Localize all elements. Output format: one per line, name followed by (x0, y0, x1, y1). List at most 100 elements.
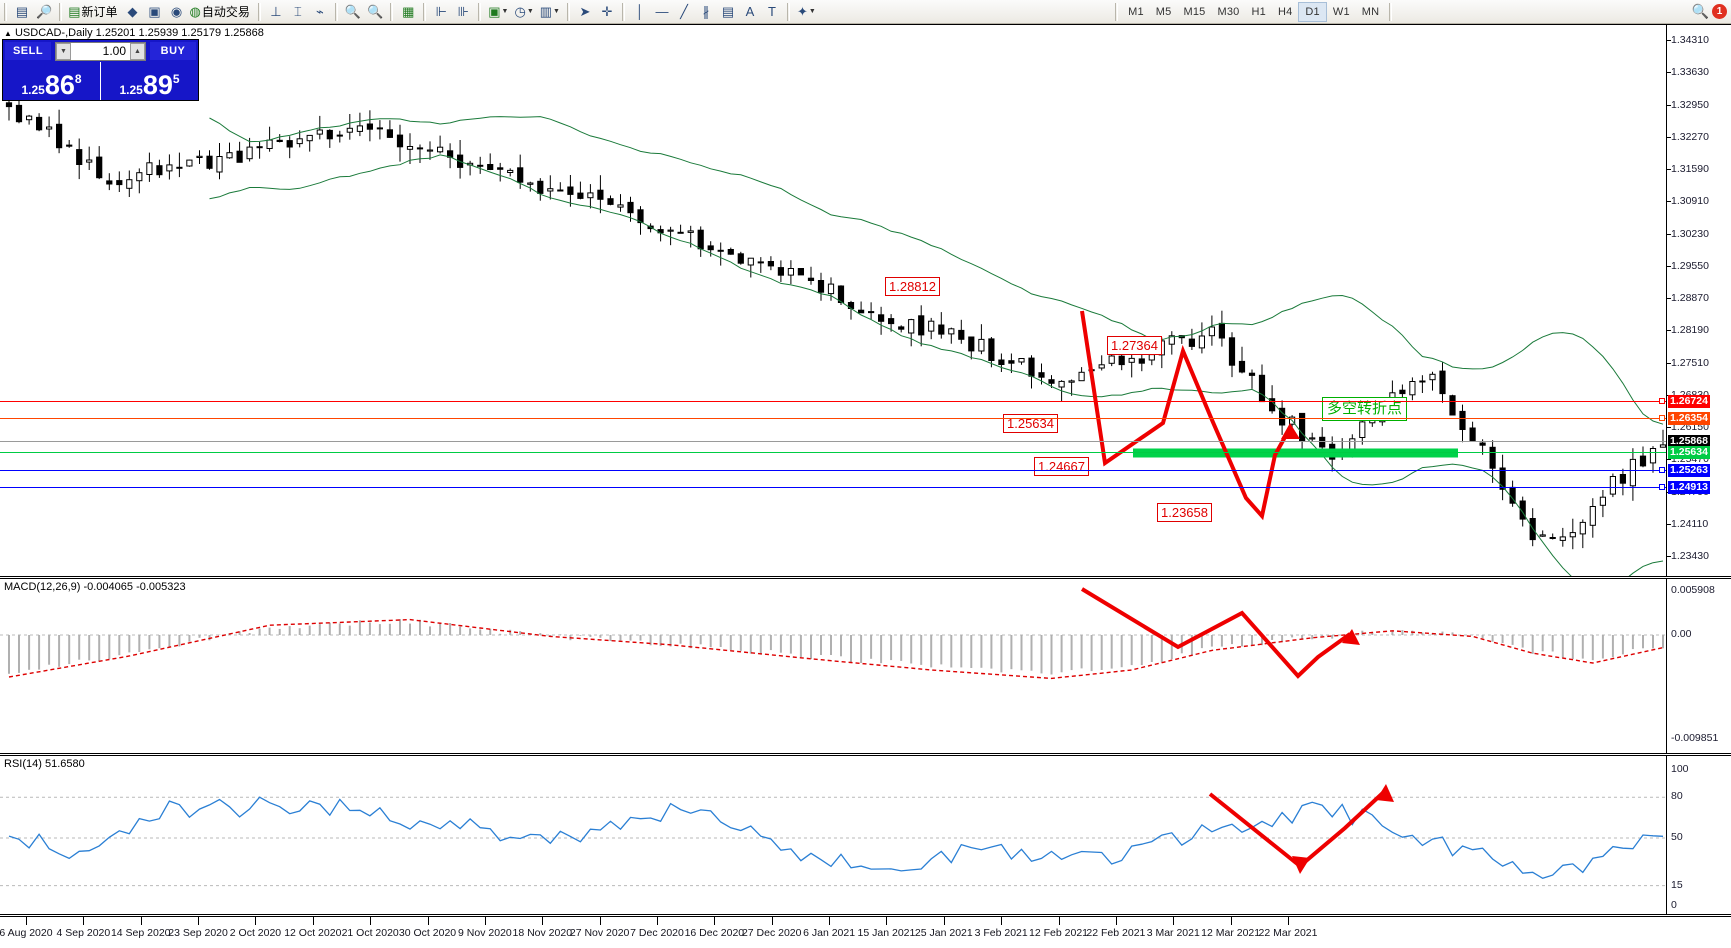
chart-shift-icon[interactable]: ⊪ (453, 2, 473, 22)
trendline-icon[interactable]: ╱ (674, 2, 694, 22)
toolbar-separator (621, 2, 625, 21)
shapes-icon[interactable]: ✦ ▼ (795, 2, 818, 22)
candlestick-icon-glyph: ⌶ (293, 3, 302, 19)
toolbar-separator (390, 2, 394, 21)
price-label-resistance-line[interactable]: 1.26724 (1668, 394, 1710, 408)
tick-dash (1667, 136, 1671, 138)
scroll-end-icon[interactable]: ⊩ (431, 2, 451, 22)
signals-icon[interactable]: ◉ (167, 2, 187, 22)
level-line-resistance-line[interactable] (0, 400, 1666, 402)
level-line-support-line[interactable] (0, 452, 1666, 454)
data-window-icon[interactable]: 🔎 (34, 2, 54, 22)
timeframe-d1[interactable]: D1 (1298, 1, 1327, 22)
chevron-down-icon[interactable]: ▼ (501, 8, 509, 15)
chart-tile-icon[interactable]: ▦ (398, 2, 418, 22)
macd-pane[interactable]: MACD(12,26,9) -0.004065 -0.005323 0.0059… (0, 579, 1731, 756)
text-icon[interactable]: A (740, 2, 760, 22)
text-label-icon[interactable]: T (762, 2, 782, 22)
price-tick: 1.30230 (1667, 228, 1709, 240)
horizontal-line-icon[interactable]: — (652, 2, 672, 22)
level-handle[interactable] (1659, 467, 1665, 474)
buy-quote[interactable]: 1.25 89 5 (100, 62, 198, 100)
sell-button[interactable]: SELL (5, 42, 51, 60)
time-label: 2 Oct 2020 (229, 927, 282, 939)
template-icon[interactable]: ▥ ▼ (538, 2, 562, 22)
price-scale[interactable]: 1.34310 1.33630 1.32950 1.32270 1.31590 1.309… (1666, 25, 1731, 579)
time-label: 3 Mar 2021 (1146, 927, 1200, 939)
price-tick: 1.30910 (1667, 195, 1709, 207)
level-handle[interactable] (1659, 397, 1665, 404)
vertical-line-icon[interactable]: │ (630, 2, 650, 22)
market-watch-icon[interactable]: ▣ (145, 2, 165, 22)
chevron-down-icon[interactable]: ▼ (553, 8, 560, 15)
terminal-icon[interactable]: ▤ (12, 2, 32, 22)
annotation-support: 1.25634 (1003, 414, 1058, 433)
toolbar-separator (257, 2, 261, 21)
buy-button[interactable]: BUY (150, 42, 196, 60)
level-line-ask-line[interactable] (0, 486, 1666, 488)
timeframe-m30[interactable]: M30 (1217, 5, 1240, 18)
volume-up-icon[interactable]: ▲ (130, 42, 145, 60)
timeframe-w1[interactable]: W1 (1332, 5, 1350, 18)
zoom-out-icon[interactable]: 🔍 (365, 2, 385, 22)
notification-badge[interactable]: 1 (1712, 4, 1727, 19)
volume-value[interactable]: 1.00 (102, 44, 126, 58)
indicators-icon[interactable]: ◆ (123, 2, 143, 22)
equidistant-channel-icon[interactable]: ∦ (696, 2, 716, 22)
toolbar-grip[interactable] (4, 2, 7, 21)
price-label-ask-line[interactable]: 1.24913 (1668, 480, 1710, 494)
chart-collapse-icon[interactable]: ▲ (4, 29, 12, 38)
bar-chart-icon[interactable]: ⊥ (266, 2, 286, 22)
price-pane[interactable]: ▲ USDCAD-,Daily 1.25201 1.25939 1.25179 … (0, 25, 1731, 579)
zoom-in-icon[interactable]: 🔍 (343, 2, 363, 22)
crosshair-icon[interactable]: ✛ (597, 2, 617, 22)
candlestick-icon[interactable]: ⌶ (288, 2, 308, 22)
time-tick (714, 917, 716, 925)
level-handle[interactable] (1659, 415, 1665, 422)
volume-field[interactable]: ▼ 1.00 ▲ (55, 41, 146, 61)
chart-window[interactable]: ▲ USDCAD-,Daily 1.25201 1.25939 1.25179 … (0, 24, 1731, 947)
price-label-last-price[interactable]: 1.25868 (1668, 435, 1710, 449)
timeframe-m5[interactable]: M5 (1155, 5, 1172, 18)
volume-down-icon[interactable]: ▼ (56, 42, 71, 60)
time-tick (542, 917, 544, 925)
timeframe-mn[interactable]: MN (1361, 5, 1380, 18)
level-line-resistance-line[interactable] (0, 418, 1666, 420)
new-order-icon[interactable]: ▤ 新订单 (67, 2, 120, 22)
last-price-line (0, 441, 1666, 443)
time-label: 12 Feb 2021 (1029, 927, 1089, 939)
fibonacci-icon-glyph: ▤ (721, 3, 735, 19)
chevron-down-icon[interactable]: ▼ (808, 8, 816, 15)
zoom-out-icon-glyph: 🔍 (367, 3, 384, 19)
toolbar-separator (566, 2, 570, 21)
cursor-icon[interactable]: ➤ (575, 2, 595, 22)
timeframe-m15[interactable]: M15 (1183, 5, 1206, 18)
line-chart-icon[interactable]: ⌁ (310, 2, 330, 22)
price-label-support-line[interactable]: 1.25634 (1668, 446, 1710, 460)
time-tick (1230, 917, 1232, 925)
chevron-down-icon[interactable]: ▼ (526, 8, 534, 15)
timeframe-h4[interactable]: H4 (1277, 5, 1293, 18)
indicators-icon-glyph: ◆ (127, 3, 138, 19)
time-axis[interactable]: 6 Aug 2020 4 Sep 2020 14 Sep 2020 23 Sep 20… (0, 917, 1731, 948)
time-tick (771, 917, 773, 925)
period-clock-icon[interactable]: ◷ ▼ (512, 2, 535, 22)
macd-tick: -0.009851 (1671, 732, 1719, 744)
fibonacci-icon[interactable]: ▤ (718, 2, 738, 22)
search-icon[interactable]: 🔍 (1691, 3, 1709, 19)
level-line-bid-line[interactable] (0, 470, 1666, 472)
indicator-add-icon[interactable]: ▣ ▼ (486, 2, 510, 22)
rsi-pane[interactable]: RSI(14) 51.6580 100 80 50 15 0 (0, 756, 1731, 917)
tick-dash (1667, 330, 1671, 332)
timeframe-h1[interactable]: H1 (1251, 5, 1266, 18)
one-click-trade-panel[interactable]: SELL ▼ 1.00 ▲ BUY 1.25 86 8 1.25 89 5 (2, 39, 199, 101)
trade-panel-quotes: 1.25 86 8 1.25 89 5 (3, 62, 198, 100)
price-label-bid-line[interactable]: 1.25263 (1668, 464, 1710, 478)
tick-dash (1667, 298, 1671, 299)
buy-quote-sup: 5 (172, 72, 180, 86)
sell-quote[interactable]: 1.25 86 8 (3, 62, 100, 100)
price-label-resistance-line[interactable]: 1.26354 (1668, 412, 1710, 426)
timeframe-m1[interactable]: M1 (1128, 5, 1144, 18)
autotrading-icon[interactable]: ◍ 自动交易 (189, 2, 253, 22)
level-handle[interactable] (1659, 483, 1665, 490)
